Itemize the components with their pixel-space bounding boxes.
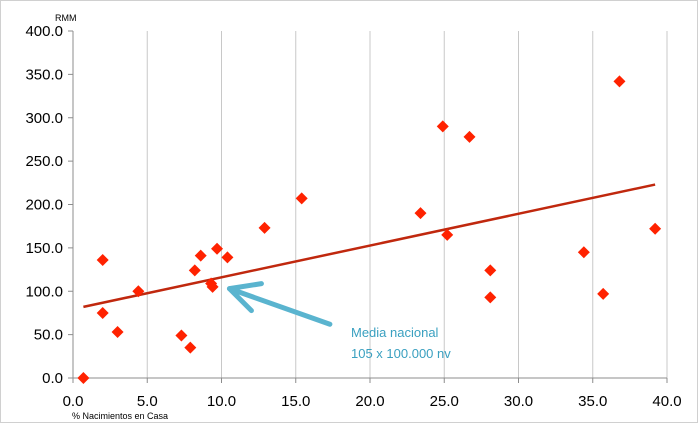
data-point [221,251,234,264]
x-tick-label: 35.0 [578,393,607,410]
data-point [484,291,497,304]
gridlines [146,31,668,378]
annotation-arrow-shaft [226,286,333,327]
data-point [188,264,201,277]
y-tick-label: 350.0 [25,66,63,83]
data-point [295,192,308,205]
x-tick-label: 25.0 [430,393,459,410]
data-point [436,120,449,133]
data-point [649,222,662,235]
data-point [77,372,90,384]
y-tick-label: 400.0 [25,23,63,40]
tick-labels: 0.0 5.0 10.0 15.0 20.0 25.0 30.0 35.0 40.0 0.0 50.… [25,23,681,410]
x-tick-label: 5.0 [137,393,158,410]
y-tick-label: 0.0 [42,370,63,387]
annotation-layer: Media nacional 105 x 100.000 nv [226,281,451,361]
data-point [96,306,109,319]
x-tick-label: 0.0 [63,393,84,410]
data-point [111,326,124,339]
y-tick-label: 100.0 [25,283,63,300]
annotation-arrow-head [226,281,264,314]
trendline [83,183,656,309]
data-point [613,75,626,88]
data-point [484,264,497,277]
x-tick-label: 40.0 [652,393,681,410]
data-point [194,249,207,262]
data-point [463,130,476,143]
data-point [206,280,219,293]
data-point [175,329,188,342]
data-points [77,75,662,384]
data-point [211,242,224,255]
x-axis-title: % Nacimientos en Casa [72,411,168,421]
annotation-label-line-1: Media nacional [351,325,439,340]
annotation-label-line-2: 105 x 100.000 nv [351,346,451,361]
y-tick-label: 150.0 [25,240,63,257]
y-tick-label: 300.0 [25,110,63,127]
data-point [597,287,610,300]
y-tick-label: 50.0 [34,327,63,344]
data-point [96,254,109,267]
y-tick-label: 200.0 [25,197,63,214]
data-point [441,228,454,241]
y-tick-label: 250.0 [25,153,63,170]
data-point [184,341,197,354]
data-point [577,246,590,259]
data-point [132,285,145,298]
x-tick-label: 15.0 [281,393,310,410]
x-tick-label: 30.0 [504,393,533,410]
x-tick-label: 20.0 [355,393,384,410]
axes [68,30,668,383]
trendline-layer [83,183,656,309]
data-point [414,207,427,220]
data-point [258,221,271,234]
y-axis-title: RMM [55,13,77,23]
x-tick-label: 10.0 [207,393,236,410]
